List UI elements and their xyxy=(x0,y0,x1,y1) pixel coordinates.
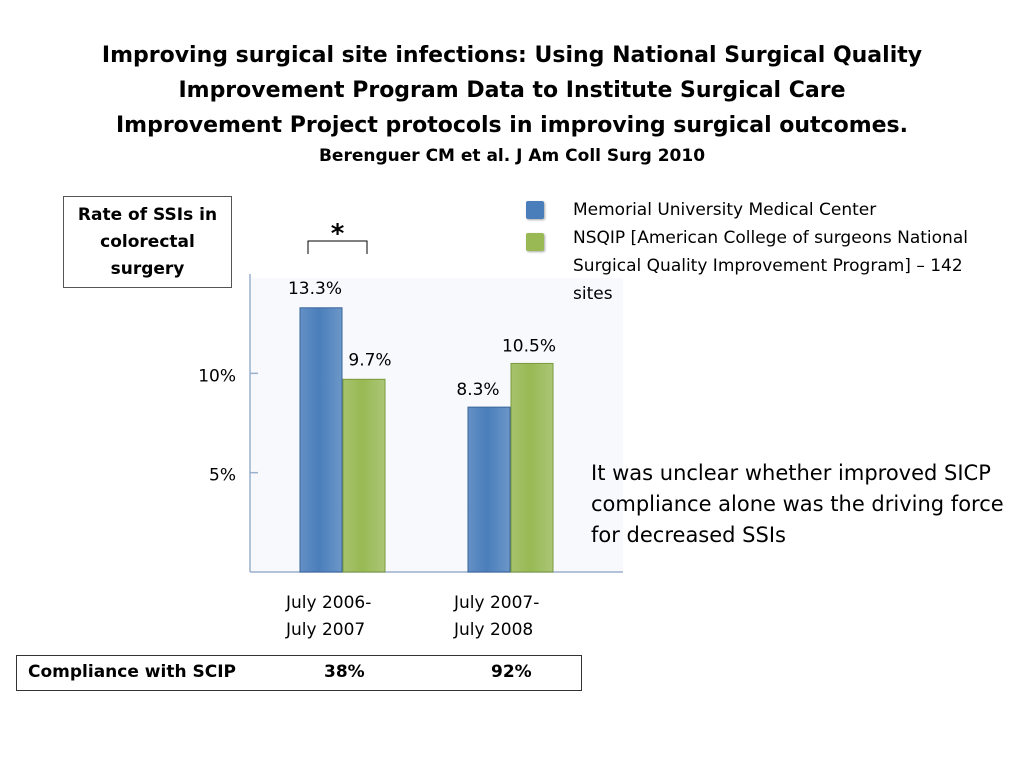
y-tick-label: 10% xyxy=(198,366,236,386)
compliance-value-2006: 38% xyxy=(324,662,365,682)
title-line-3: Improvement Project protocols in improvi… xyxy=(115,113,909,138)
significance-marker: * xyxy=(331,219,345,249)
compliance-value-2007: 92% xyxy=(491,662,532,682)
bar-memorial-0 xyxy=(299,307,343,573)
y-tick-label: 5% xyxy=(209,466,236,486)
data-label: 13.3% xyxy=(288,279,342,299)
data-label: 9.7% xyxy=(348,350,391,370)
legend-label-memorial: Memorial University Medical Center xyxy=(573,200,877,220)
title-line-1: Improving surgical site infections: Usin… xyxy=(101,43,923,68)
x-category-label: July 2008 xyxy=(453,620,533,640)
x-category-label: July 2006- xyxy=(285,593,371,613)
legend-label-nsqip: NSQIP [American College of surgeons Nati… xyxy=(573,228,968,304)
conclusion-note: It was unclear whether improved SICP com… xyxy=(591,461,1004,547)
title-block: Improving surgical site infections: Usin… xyxy=(20,38,1004,169)
bar-nsqip-0 xyxy=(342,378,386,573)
x-category-label: July 2007- xyxy=(453,593,539,613)
title-line-2: Improvement Program Data to Institute Su… xyxy=(178,78,846,103)
data-label: 8.3% xyxy=(456,380,499,400)
x-category-label: July 2007 xyxy=(285,620,365,640)
bar-memorial-1 xyxy=(467,406,511,573)
significance-bracket xyxy=(307,240,368,254)
legend-swatch-memorial xyxy=(526,201,544,219)
bar-nsqip-1 xyxy=(510,362,554,573)
compliance-label: Compliance with SCIP xyxy=(28,662,236,682)
legend-swatch-nsqip xyxy=(526,233,544,251)
y-axis-label-box: Rate of SSIs in colorectal surgery xyxy=(63,196,232,288)
citation: Berenguer CM et al. J Am Coll Surg 2010 xyxy=(318,146,706,166)
y-axis-label: Rate of SSIs in colorectal surgery xyxy=(77,204,218,279)
compliance-box: Compliance with SCIP 38% 92% xyxy=(16,655,582,691)
data-label: 10.5% xyxy=(502,336,556,356)
